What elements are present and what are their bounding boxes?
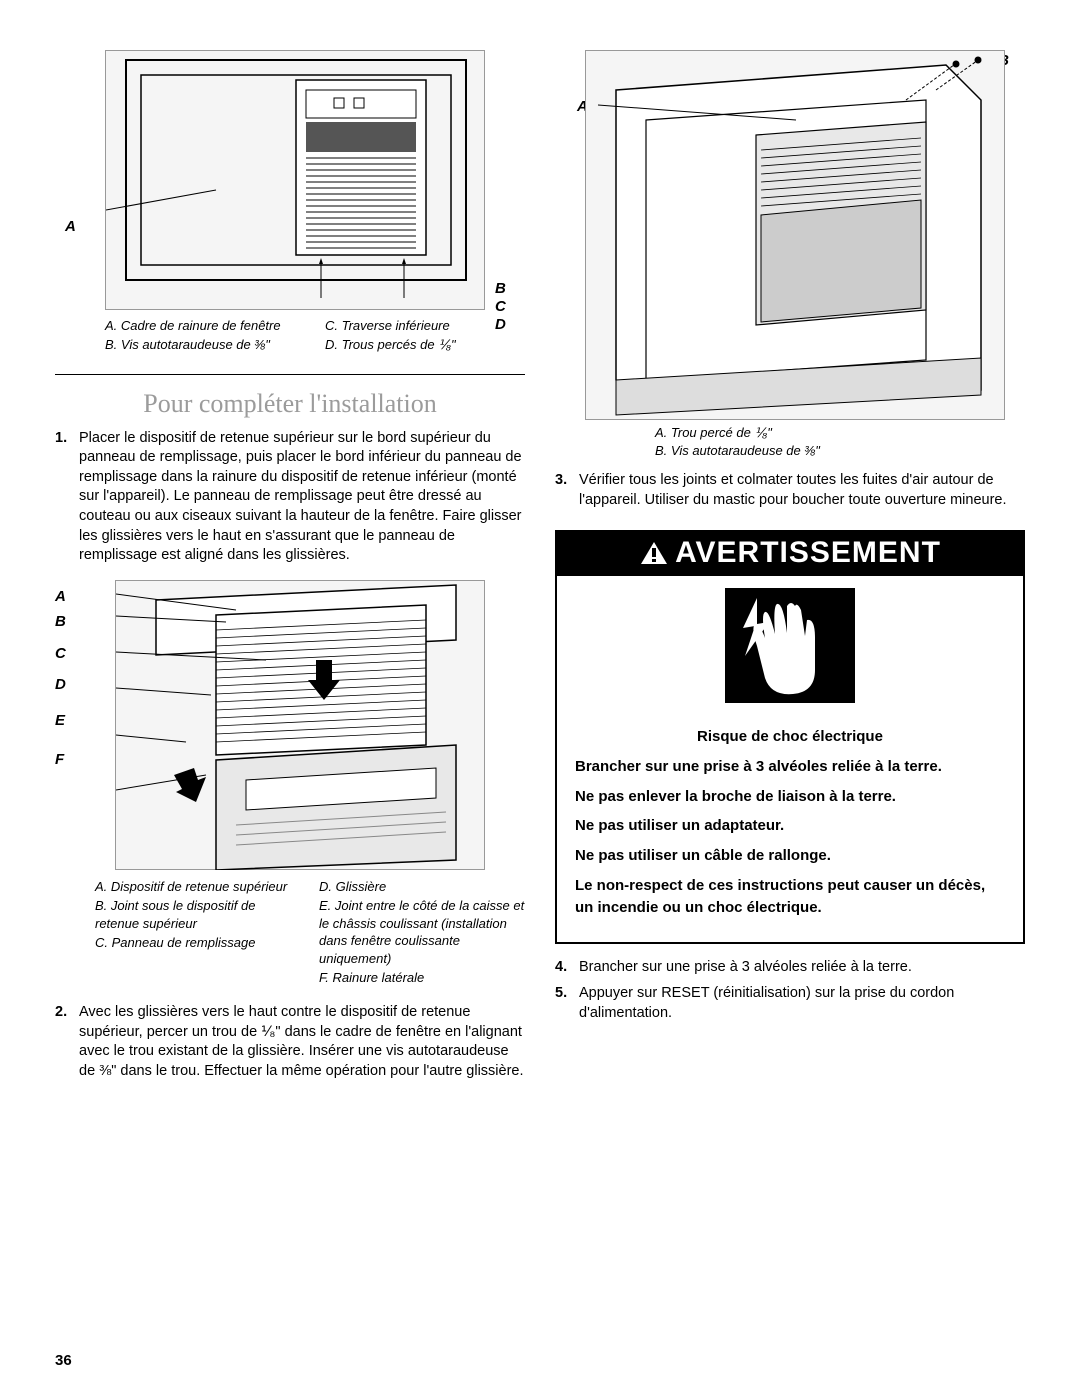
fig1-label-d: D bbox=[495, 316, 506, 333]
steps-right-2: 4. Brancher sur une prise à 3 alvéoles r… bbox=[555, 958, 1025, 1023]
warning-line3: Ne pas utiliser un adaptateur. bbox=[575, 815, 1005, 837]
fig1-label-b: B bbox=[495, 280, 506, 297]
step-3-text: Vérifier tous les joints et colmater tou… bbox=[579, 471, 1025, 510]
fig2-cap-e: E. Joint entre le côté de la caisse et l… bbox=[319, 897, 525, 967]
figure-1-svg bbox=[106, 50, 484, 310]
divider bbox=[55, 374, 525, 375]
step-4-num: 4. bbox=[555, 958, 579, 978]
fig1-label-c: C bbox=[495, 298, 506, 315]
warning-icon-row bbox=[557, 576, 1023, 716]
shock-hand-icon bbox=[725, 588, 855, 703]
fig2-caption: A. Dispositif de retenue supérieur B. Jo… bbox=[95, 878, 525, 989]
step-5-num: 5. bbox=[555, 984, 579, 1023]
fig2-label-c: C bbox=[55, 641, 66, 667]
fig3-cap-b: B. Vis autotaraudeuse de ⅜" bbox=[655, 442, 1025, 460]
steps-left-1: 1. Placer le dispositif de retenue supér… bbox=[55, 429, 525, 566]
step-3: 3. Vérifier tous les joints et colmater … bbox=[555, 471, 1025, 510]
warning-body: Risque de choc électrique Brancher sur u… bbox=[557, 716, 1023, 942]
fig2-label-a: A bbox=[55, 584, 66, 610]
warning-header: AVERTISSEMENT bbox=[557, 532, 1023, 576]
section-title: Pour compléter l'installation bbox=[55, 389, 525, 419]
fig2-labels: A B C D E F bbox=[55, 584, 66, 773]
step-1: 1. Placer le dispositif de retenue supér… bbox=[55, 429, 525, 566]
warning-box: AVERTISSEMENT Risque de choc électrique … bbox=[555, 530, 1025, 944]
step-3-num: 3. bbox=[555, 471, 579, 510]
fig2-label-f: F bbox=[55, 747, 66, 773]
fig2-cap-d: D. Glissière bbox=[319, 878, 525, 896]
fig2-cap-a: A. Dispositif de retenue supérieur bbox=[95, 878, 301, 896]
warning-line4: Ne pas utiliser un câble de rallonge. bbox=[575, 845, 1005, 867]
step-2-text: Avec les glissières vers le haut contre … bbox=[79, 1003, 525, 1081]
fig2-cap-b: B. Joint sous le dispositif de retenue s… bbox=[95, 897, 301, 932]
step-4: 4. Brancher sur une prise à 3 alvéoles r… bbox=[555, 958, 1025, 978]
steps-left-2: 2. Avec les glissières vers le haut cont… bbox=[55, 1003, 525, 1081]
warning-line2: Ne pas enlever la broche de liaison à la… bbox=[575, 786, 1005, 808]
step-2: 2. Avec les glissières vers le haut cont… bbox=[55, 1003, 525, 1081]
steps-right-1: 3. Vérifier tous les joints et colmater … bbox=[555, 471, 1025, 510]
fig2-label-b: B bbox=[55, 609, 66, 635]
step-1-num: 1. bbox=[55, 429, 79, 566]
step-4-text: Brancher sur une prise à 3 alvéoles reli… bbox=[579, 958, 1025, 978]
figure-1: A B C D bbox=[65, 50, 525, 310]
fig1-caption-d: D. Trous percés de ⅟₈" bbox=[325, 337, 525, 354]
fig1-caption-b: B. Vis autotaraudeuse de ⅜" bbox=[105, 337, 305, 354]
warning-triangle-icon bbox=[639, 540, 669, 566]
warning-title: Risque de choc électrique bbox=[575, 726, 1005, 748]
step-2-num: 2. bbox=[55, 1003, 79, 1081]
fig3-caption: A. Trou percé de ⅟₈" B. Vis autotaraudeu… bbox=[655, 424, 1025, 459]
fig1-caption: A. Cadre de rainure de fenêtre B. Vis au… bbox=[105, 318, 525, 356]
fig2-cap-c: C. Panneau de remplissage bbox=[95, 934, 301, 952]
warning-line1: Brancher sur une prise à 3 alvéoles reli… bbox=[575, 756, 1005, 778]
figure-3-svg bbox=[586, 50, 1004, 420]
warning-header-text: AVERTISSEMENT bbox=[675, 536, 941, 570]
right-column: A B bbox=[555, 50, 1025, 1087]
warning-line5: Le non-respect de ces instructions peut … bbox=[575, 875, 1005, 919]
figure-2-svg bbox=[116, 580, 484, 870]
page-number: 36 bbox=[55, 1352, 72, 1369]
figure-2: A B C D E F bbox=[55, 580, 525, 870]
step-5-text: Appuyer sur RESET (réinitialisation) sur… bbox=[579, 984, 1025, 1023]
fig1-caption-a: A. Cadre de rainure de fenêtre bbox=[105, 318, 305, 335]
left-column: A B C D A. Cadre de rainure de fenêtre B… bbox=[55, 50, 525, 1087]
fig2-cap-f: F. Rainure latérale bbox=[319, 969, 525, 987]
fig2-label-d: D bbox=[55, 672, 66, 698]
step-1-text: Placer le dispositif de retenue supérieu… bbox=[79, 429, 525, 566]
fig3-cap-a: A. Trou percé de ⅟₈" bbox=[655, 424, 1025, 442]
figure-3: A B bbox=[555, 50, 1025, 459]
fig2-label-e: E bbox=[55, 708, 66, 734]
fig1-label-a: A bbox=[65, 218, 76, 235]
step-5: 5. Appuyer sur RESET (réinitialisation) … bbox=[555, 984, 1025, 1023]
